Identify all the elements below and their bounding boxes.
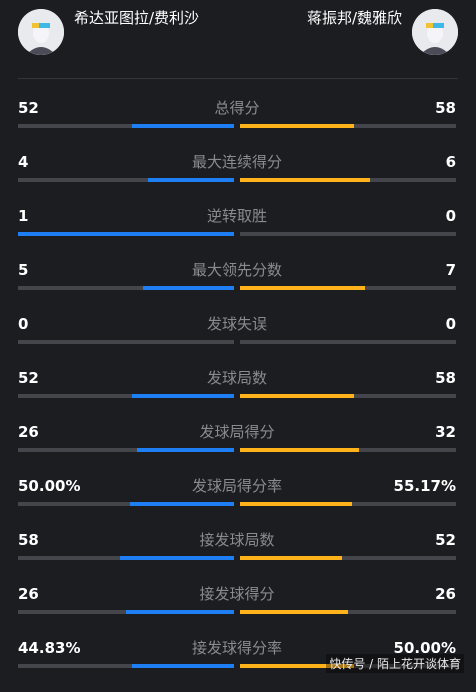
stat-bar-right-fill bbox=[240, 394, 355, 398]
stat-bar-right bbox=[240, 448, 456, 452]
stat-label: 接发球得分 bbox=[199, 585, 275, 603]
match-header: 希达亚图拉/费利沙 蒋振邦/魏雅欣 bbox=[18, 0, 458, 79]
watermark: 快传号 / 陌上花开谈体育 bbox=[326, 654, 464, 673]
stat-left-value: 50.00% bbox=[18, 477, 81, 495]
stat-right-value: 52 bbox=[435, 531, 456, 549]
stat-bar-right-fill bbox=[240, 502, 353, 506]
stat-bar-left bbox=[18, 664, 234, 668]
stat-bar-right-fill bbox=[240, 178, 370, 182]
stat-bar-right bbox=[240, 610, 456, 614]
stat-bar-left-fill bbox=[130, 502, 234, 506]
stat-bar-right-fill bbox=[240, 286, 366, 290]
stat-bar-right-fill bbox=[240, 664, 355, 668]
stat-left-value: 0 bbox=[18, 315, 29, 333]
stat-row: 0 发球失误 0 bbox=[18, 314, 456, 368]
avatar-icon bbox=[18, 9, 64, 55]
stat-label: 总得分 bbox=[214, 99, 260, 117]
stat-right-value: 6 bbox=[445, 153, 456, 171]
stat-right-value: 32 bbox=[435, 423, 456, 441]
stat-left-value: 52 bbox=[18, 99, 39, 117]
team-name-right: 蒋振邦/魏雅欣 bbox=[306, 9, 402, 27]
stat-right-value: 50.00% bbox=[393, 639, 456, 657]
stat-bar-right-fill bbox=[240, 124, 355, 128]
stat-right-value: 0 bbox=[445, 315, 456, 333]
stat-label: 最大领先分数 bbox=[191, 261, 282, 279]
stat-bar-left bbox=[18, 232, 234, 236]
stat-bar-left-fill bbox=[136, 448, 234, 452]
stat-left-value: 52 bbox=[18, 369, 39, 387]
stat-row: 44.83% 接发球得分率 50.00% bbox=[18, 638, 456, 692]
stat-label: 最大连续得分 bbox=[191, 153, 282, 171]
stat-bar-right-fill bbox=[240, 556, 342, 560]
stat-label: 发球局得分率 bbox=[191, 477, 282, 495]
stat-bar-left-fill bbox=[132, 124, 234, 128]
stat-right-value: 7 bbox=[445, 261, 456, 279]
stat-row: 4 最大连续得分 6 bbox=[18, 152, 456, 206]
stat-label: 发球局得分 bbox=[199, 423, 275, 441]
player-avatar-left[interactable] bbox=[18, 9, 64, 55]
stat-bar-right bbox=[240, 286, 456, 290]
stat-left-value: 44.83% bbox=[18, 639, 81, 657]
stat-bar-right bbox=[240, 394, 456, 398]
stat-row: 58 接发球局数 52 bbox=[18, 530, 456, 584]
stat-row: 26 发球局得分 32 bbox=[18, 422, 456, 476]
stat-bar-left-fill bbox=[147, 178, 234, 182]
stat-label: 接发球局数 bbox=[199, 531, 275, 549]
stat-bar-left-fill bbox=[132, 664, 234, 668]
team-name-left: 希达亚图拉/费利沙 bbox=[74, 9, 200, 27]
stat-bar-left-fill bbox=[126, 610, 234, 614]
stat-bar-right bbox=[240, 178, 456, 182]
stat-bar-right bbox=[240, 664, 456, 668]
stat-left-value: 26 bbox=[18, 585, 39, 603]
stat-bar-left-fill bbox=[132, 394, 234, 398]
stat-bar-left-fill bbox=[18, 232, 234, 236]
stat-right-value: 0 bbox=[445, 207, 456, 225]
stat-right-value: 55.17% bbox=[393, 477, 456, 495]
stat-bar-left bbox=[18, 556, 234, 560]
stat-row: 50.00% 发球局得分率 55.17% bbox=[18, 476, 456, 530]
stat-left-value: 4 bbox=[18, 153, 29, 171]
stat-bar-right bbox=[240, 556, 456, 560]
stat-bar-left bbox=[18, 448, 234, 452]
stat-row: 52 发球局数 58 bbox=[18, 368, 456, 422]
stat-left-value: 58 bbox=[18, 531, 39, 549]
stat-row: 52 总得分 58 bbox=[18, 98, 456, 152]
stat-bar-left bbox=[18, 394, 234, 398]
stat-label: 逆转取胜 bbox=[206, 207, 267, 225]
stat-row: 5 最大领先分数 7 bbox=[18, 260, 456, 314]
stat-bar-left bbox=[18, 610, 234, 614]
stat-left-value: 26 bbox=[18, 423, 39, 441]
stat-bar-left-fill bbox=[119, 556, 234, 560]
stat-bar-left bbox=[18, 178, 234, 182]
stat-row: 26 接发球得分 26 bbox=[18, 584, 456, 638]
stat-bar-right bbox=[240, 124, 456, 128]
stat-label: 发球失误 bbox=[206, 315, 267, 333]
stat-bar-right bbox=[240, 502, 456, 506]
stat-row: 1 逆转取胜 0 bbox=[18, 206, 456, 260]
stat-bar-left-fill bbox=[143, 286, 234, 290]
stat-label: 接发球得分率 bbox=[191, 639, 282, 657]
player-avatar-right[interactable] bbox=[412, 9, 458, 55]
stat-bar-right bbox=[240, 340, 456, 344]
stat-right-value: 26 bbox=[435, 585, 456, 603]
stat-bar-left bbox=[18, 286, 234, 290]
avatar-icon bbox=[412, 9, 458, 55]
stat-bar-left bbox=[18, 502, 234, 506]
stat-right-value: 58 bbox=[435, 369, 456, 387]
stat-bar-left bbox=[18, 124, 234, 128]
stat-bar-right-fill bbox=[240, 610, 348, 614]
stat-label: 发球局数 bbox=[206, 369, 267, 387]
stat-left-value: 5 bbox=[18, 261, 29, 279]
stat-bar-right-fill bbox=[240, 448, 359, 452]
stat-left-value: 1 bbox=[18, 207, 29, 225]
stat-bar-left bbox=[18, 340, 234, 344]
stat-right-value: 58 bbox=[435, 99, 456, 117]
stat-bar-right bbox=[240, 232, 456, 236]
